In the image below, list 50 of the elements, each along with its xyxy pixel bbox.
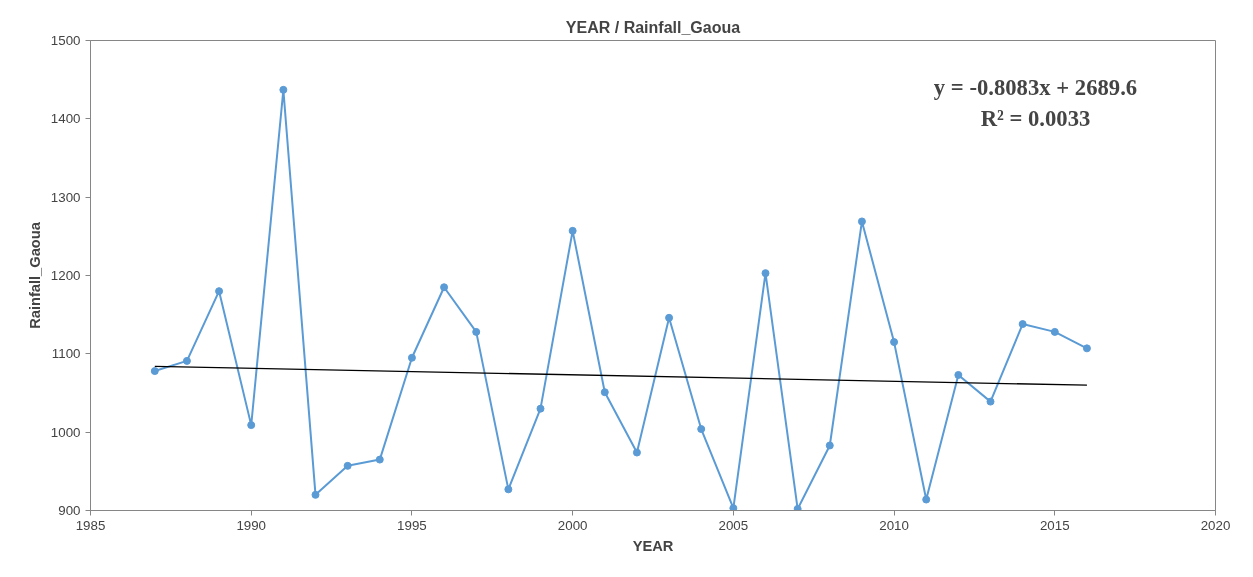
y-tick-label: 1100: [51, 346, 81, 362]
x-tick-label: 1990: [236, 517, 267, 533]
x-tick-label: 1985: [75, 517, 106, 533]
point: [375, 455, 384, 464]
x-tick-label: 2010: [879, 517, 909, 533]
point: [440, 283, 449, 292]
point: [890, 338, 899, 347]
point: [986, 397, 995, 406]
annotation: R² = 0.0033: [980, 105, 1091, 131]
x-tick-label: 2020: [1200, 517, 1231, 533]
x-tick-label: 2005: [718, 517, 749, 533]
point: [665, 313, 674, 322]
point: [922, 495, 931, 504]
point: [247, 421, 256, 430]
point: [761, 269, 770, 278]
y-tick-label: 900: [58, 503, 81, 518]
point: [536, 404, 545, 413]
y-tick-label: 1200: [50, 268, 81, 283]
point: [311, 490, 320, 499]
point: [697, 425, 706, 434]
point: [793, 504, 802, 511]
y-tick-label: 1300: [50, 189, 81, 205]
point: [729, 504, 738, 511]
point: [600, 388, 609, 397]
point: [472, 327, 481, 336]
point: [857, 217, 866, 226]
y-tick-label: 1400: [50, 111, 81, 127]
x-tick-label: 2000: [557, 517, 588, 533]
point: [825, 441, 834, 450]
x-tick-label: 2015: [1039, 517, 1070, 533]
x-axis-title: YEAR: [632, 537, 674, 554]
point: [1082, 344, 1091, 353]
point: [150, 367, 159, 376]
x-tick-label: 1995: [397, 517, 427, 533]
y-tick-label: 1000: [50, 424, 81, 440]
point: [504, 485, 513, 494]
y-axis-title: Rainfall_Gaoua: [26, 221, 43, 329]
point: [632, 448, 641, 457]
annotation: y = -0.8083x + 2689.6: [933, 75, 1138, 100]
chart-title: YEAR / Rainfall_Gaoua: [565, 18, 741, 36]
point: [1018, 320, 1027, 329]
point: [1050, 327, 1059, 336]
point: [279, 85, 288, 94]
point: [407, 353, 416, 362]
point: [343, 461, 352, 470]
point: [568, 226, 577, 235]
y-tick-label: 1500: [50, 33, 81, 48]
point: [182, 356, 191, 365]
point: [954, 370, 963, 379]
point: [215, 287, 224, 296]
